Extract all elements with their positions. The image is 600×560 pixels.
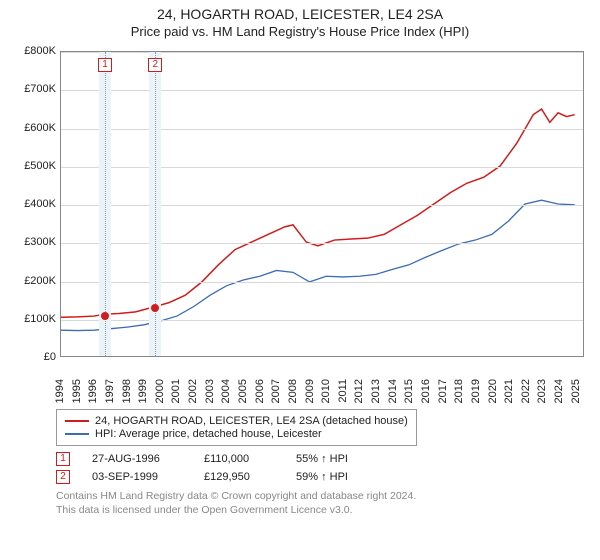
chart-subtitle: Price paid vs. HM Land Registry's House …: [10, 24, 590, 39]
x-axis-label: 2017: [437, 379, 449, 403]
x-axis-label: 2007: [270, 379, 282, 403]
event-pct: 55% ↑ HPI: [296, 453, 348, 465]
y-axis-label: £100K: [10, 313, 56, 325]
x-axis-label: 2013: [370, 379, 382, 403]
x-axis-label: 2011: [337, 379, 349, 403]
x-axis-label: 2004: [220, 379, 232, 403]
x-axis-label: 2012: [353, 379, 365, 403]
x-axis-label: 2014: [387, 379, 399, 403]
x-axis-label: 2021: [503, 379, 515, 403]
x-axis-label: 2003: [204, 379, 216, 403]
plot-area: 12: [60, 51, 584, 357]
x-axis-label: 2002: [187, 379, 199, 403]
event-date: 27-AUG-1996: [92, 453, 182, 465]
x-axis-label: 2022: [520, 379, 532, 403]
x-axis-label: 2018: [453, 379, 465, 403]
x-axis-label: 1994: [54, 379, 66, 403]
x-axis-label: 2001: [170, 379, 182, 403]
legend-item: 24, HOGARTH ROAD, LEICESTER, LE4 2SA (de…: [65, 415, 408, 427]
x-axis-label: 2000: [154, 379, 166, 403]
legend: 24, HOGARTH ROAD, LEICESTER, LE4 2SA (de…: [56, 409, 417, 446]
event-number-box: 1: [56, 452, 70, 466]
x-axis-label: 1998: [121, 379, 133, 403]
x-axis-label: 1996: [87, 379, 99, 403]
y-axis-label: £200K: [10, 275, 56, 287]
y-axis-label: £600K: [10, 122, 56, 134]
sale-marker-label: 2: [148, 58, 162, 72]
chart-title: 24, HOGARTH ROAD, LEICESTER, LE4 2SA: [10, 6, 590, 22]
legend-swatch: [65, 420, 89, 422]
x-axis-label: 2019: [470, 379, 482, 403]
x-axis-label: 2009: [304, 379, 316, 403]
series-property: [61, 109, 575, 317]
events-table: 1 27-AUG-1996 £110,000 55% ↑ HPI 2 03-SEP-199…: [56, 452, 590, 484]
x-axis-label: 2015: [403, 379, 415, 403]
x-axis-label: 1995: [71, 379, 83, 403]
event-price: £110,000: [204, 453, 274, 465]
legend-label: 24, HOGARTH ROAD, LEICESTER, LE4 2SA (de…: [95, 415, 408, 427]
attribution: Contains HM Land Registry data © Crown c…: [56, 490, 590, 517]
legend-label: HPI: Average price, detached house, Leic…: [95, 428, 322, 440]
attribution-line2: This data is licensed under the Open Gov…: [56, 504, 590, 518]
x-axis-label: 2023: [536, 379, 548, 403]
x-axis-label: 2016: [420, 379, 432, 403]
sale-marker-dot: [151, 304, 159, 312]
event-price: £129,950: [204, 471, 274, 483]
attribution-line1: Contains HM Land Registry data © Crown c…: [56, 490, 590, 504]
event-date: 03-SEP-1999: [92, 471, 182, 483]
sale-marker-dot: [101, 312, 109, 320]
x-axis-label: 2006: [254, 379, 266, 403]
event-row: 1 27-AUG-1996 £110,000 55% ↑ HPI: [56, 452, 590, 466]
legend-swatch: [65, 433, 89, 435]
y-axis-label: £400K: [10, 198, 56, 210]
event-number-box: 2: [56, 470, 70, 484]
x-axis-label: 2010: [320, 379, 332, 403]
y-axis-label: £0: [10, 351, 56, 363]
x-axis-label: 2008: [287, 379, 299, 403]
y-axis-label: £300K: [10, 236, 56, 248]
x-axis-label: 2024: [553, 379, 565, 403]
y-axis-label: £500K: [10, 160, 56, 172]
x-axis-label: 2025: [570, 379, 582, 403]
event-pct: 59% ↑ HPI: [296, 471, 348, 483]
chart-area: £0 £100K £200K £300K £400K £500K £600K £700K £80…: [10, 45, 590, 405]
x-axis-label: 1997: [104, 379, 116, 403]
y-axis-label: £800K: [10, 45, 56, 57]
x-axis-label: 1999: [137, 379, 149, 403]
x-axis-label: 2020: [487, 379, 499, 403]
y-axis-label: £700K: [10, 83, 56, 95]
x-axis-label: 2005: [237, 379, 249, 403]
sale-marker-label: 1: [98, 58, 112, 72]
event-row: 2 03-SEP-1999 £129,950 59% ↑ HPI: [56, 470, 590, 484]
legend-item: HPI: Average price, detached house, Leic…: [65, 428, 408, 440]
